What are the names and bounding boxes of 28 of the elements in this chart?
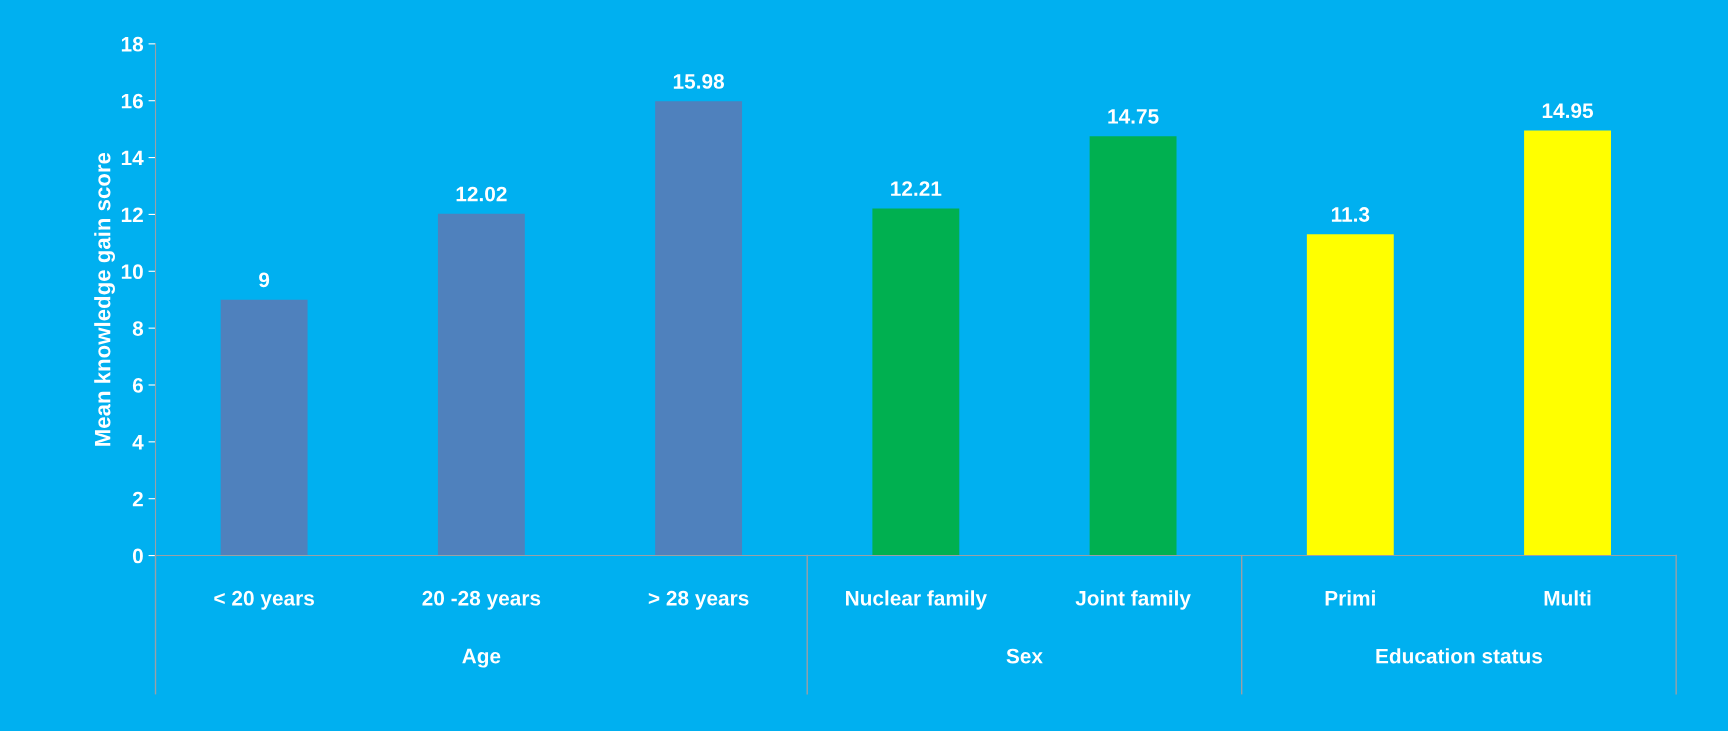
x-tick-label: 20 -28 years [422, 590, 541, 610]
text: Age [462, 648, 501, 668]
y-tick-label: 0 [132, 548, 143, 564]
x-tick-label: Multi [1544, 590, 1591, 606]
data-label: 14.75 [1108, 109, 1159, 124]
data-label: 14.95 [1542, 103, 1594, 119]
y-tick-label: 2 [132, 491, 143, 507]
y-axis-title: Mean knowledge gain score [94, 152, 115, 446]
y-tick-label: 8 [132, 321, 144, 336]
data-label: 11.3 [1331, 207, 1370, 222]
y-tick-label: 4 [132, 435, 144, 450]
data-label: 15.98 [673, 74, 725, 89]
y-tick-label: 18 [121, 36, 144, 52]
x-tick-label: > 28 years [648, 590, 749, 610]
x-tick-label: Joint family [1075, 590, 1191, 610]
y-tick-label: 6 [132, 377, 143, 393]
x-tick-label: < 20 years [214, 590, 314, 610]
y-tick-label: 10 [121, 264, 143, 280]
data-label: 12.21 [891, 181, 942, 196]
y-tick-label: 14 [121, 150, 144, 166]
data-label: 9 [259, 272, 270, 288]
data-label: 12.02 [456, 186, 507, 202]
y-tick-label: 16 [121, 93, 143, 109]
x-tick-label: Primi [1325, 590, 1375, 606]
text: Sex [1006, 648, 1043, 664]
y-tick-label: 12 [121, 207, 143, 222]
x-tick-label: Nuclear family [846, 590, 987, 610]
text: Education status [1376, 648, 1542, 664]
